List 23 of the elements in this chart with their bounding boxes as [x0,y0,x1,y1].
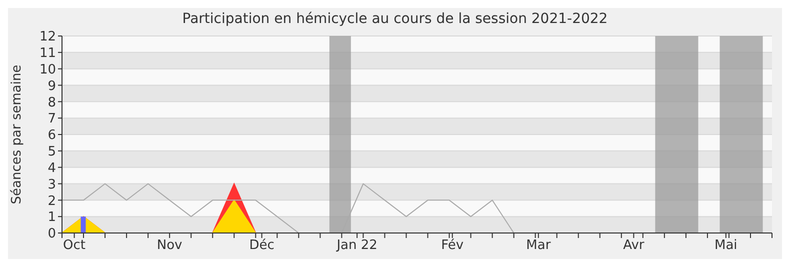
y-tick-label: 12 [39,30,56,45]
y-tick-label: 9 [48,78,56,94]
y-tick-label: 4 [48,160,56,176]
y-tick-label: 10 [39,62,56,78]
y-tick-label: 0 [48,226,56,242]
y-tick-label: 8 [48,95,56,110]
x-tick-label: Jan 22 [336,238,378,254]
y-tick-label: 2 [48,194,56,209]
x-tick-label: Oct [63,238,86,254]
y-tick-label: 6 [48,128,56,144]
y-tick-label: 7 [48,112,56,127]
x-tick-label: Fév [441,238,464,254]
x-tick-label: Mai [714,238,738,254]
y-axis-title: Séances par semaine [10,64,25,204]
x-tick-label: Déc [249,238,274,254]
x-tick-label: Nov [156,238,183,254]
x-tick-label: Avr [623,238,645,254]
y-tick-label: 11 [39,46,56,62]
y-tick-label: 1 [48,210,56,226]
y-tick-label: 3 [48,177,56,192]
x-tick-label: Mar [526,238,552,254]
y-tick-label: 5 [48,144,56,160]
chart-title: Participation en hémicycle au cours de la session 2021-2022 [181,11,609,27]
